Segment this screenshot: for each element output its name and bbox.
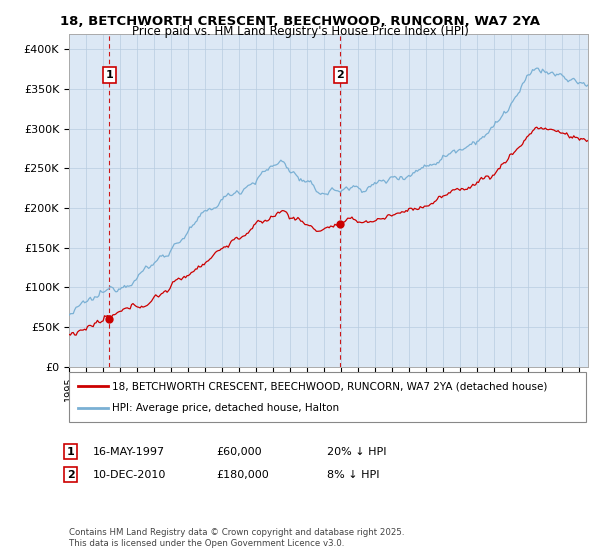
Text: 20% ↓ HPI: 20% ↓ HPI (327, 447, 386, 457)
Text: 18, BETCHWORTH CRESCENT, BEECHWOOD, RUNCORN, WA7 2YA: 18, BETCHWORTH CRESCENT, BEECHWOOD, RUNC… (60, 15, 540, 27)
Text: 10-DEC-2010: 10-DEC-2010 (93, 470, 166, 480)
Text: £180,000: £180,000 (216, 470, 269, 480)
Text: 2: 2 (67, 470, 74, 480)
Text: HPI: Average price, detached house, Halton: HPI: Average price, detached house, Halt… (112, 403, 340, 413)
Text: Price paid vs. HM Land Registry's House Price Index (HPI): Price paid vs. HM Land Registry's House … (131, 25, 469, 38)
Text: 1: 1 (67, 447, 74, 457)
Text: 16-MAY-1997: 16-MAY-1997 (93, 447, 165, 457)
Text: 2: 2 (337, 70, 344, 80)
Text: £60,000: £60,000 (216, 447, 262, 457)
Text: 8% ↓ HPI: 8% ↓ HPI (327, 470, 380, 480)
Text: 18, BETCHWORTH CRESCENT, BEECHWOOD, RUNCORN, WA7 2YA (detached house): 18, BETCHWORTH CRESCENT, BEECHWOOD, RUNC… (112, 381, 548, 391)
Text: Contains HM Land Registry data © Crown copyright and database right 2025.
This d: Contains HM Land Registry data © Crown c… (69, 528, 404, 548)
Text: 1: 1 (106, 70, 113, 80)
